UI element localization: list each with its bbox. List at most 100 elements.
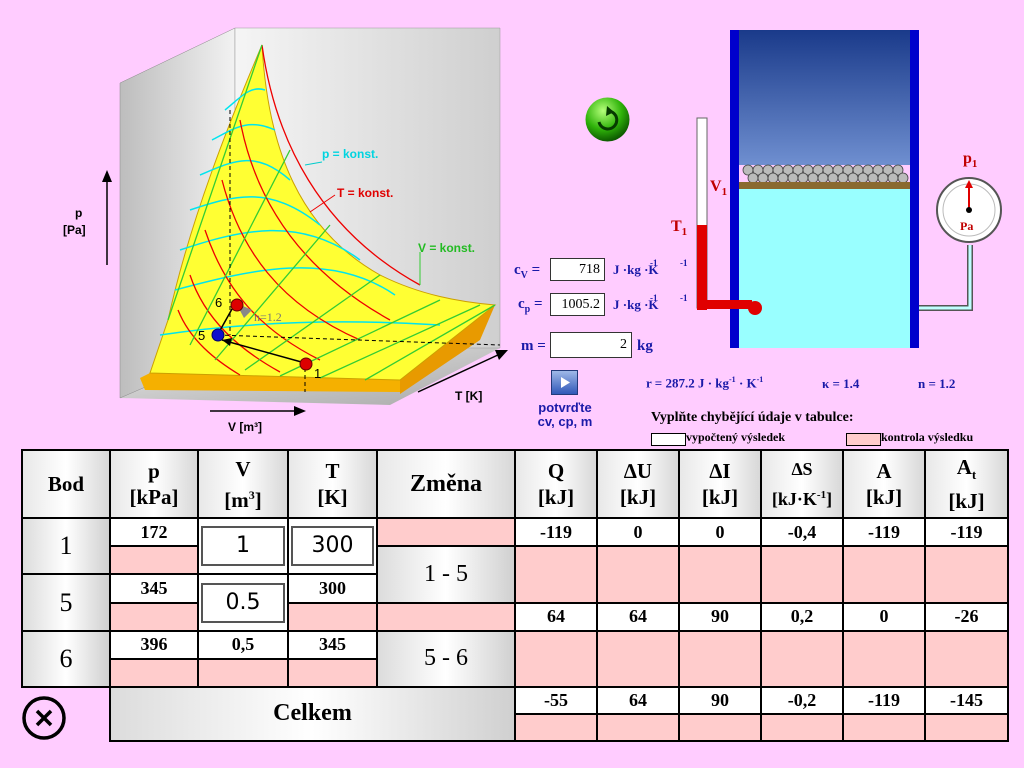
a-1-5-check[interactable] <box>842 545 926 604</box>
du-total-check[interactable] <box>596 712 680 743</box>
legend-check-swatch <box>846 433 881 446</box>
cp-unit: J ·kg ·K <box>613 297 659 312</box>
v5-input[interactable]: 0.5 <box>197 573 289 632</box>
p6-check[interactable] <box>109 657 199 688</box>
cv-unit-exp2: -1 <box>680 258 688 268</box>
cv-input[interactable]: 718 <box>550 258 605 281</box>
confirm-button[interactable] <box>551 370 578 395</box>
t6-value: 345 <box>287 629 378 660</box>
di-1-5: 0 <box>678 517 762 548</box>
change-5-6: 5 - 6 <box>376 629 516 688</box>
q-5-6: 64 <box>514 601 598 632</box>
du-1-5: 0 <box>596 517 680 548</box>
legend-computed-swatch <box>651 433 686 446</box>
process-1-5 <box>221 339 306 364</box>
gauge-unit: Pa <box>960 219 974 233</box>
p1-label: p1 <box>963 150 978 171</box>
refresh-button[interactable] <box>584 96 631 143</box>
header-v: V [m3] <box>197 448 289 520</box>
di-1-5-check[interactable] <box>678 545 762 604</box>
t5-value: 300 <box>287 573 378 604</box>
p1-check[interactable] <box>109 545 199 576</box>
ds-1-5: -0,4 <box>760 517 844 548</box>
refresh-icon <box>585 97 630 142</box>
du-5-6: 64 <box>596 601 680 632</box>
at-5-6-check[interactable] <box>924 629 1009 688</box>
change-5-6-top <box>376 601 516 632</box>
header-du: ∆U [kJ] <box>596 448 680 520</box>
m-input[interactable]: 2 <box>550 332 632 358</box>
surface-base <box>140 305 495 392</box>
a-1-5: -119 <box>842 517 926 548</box>
close-button[interactable] <box>20 694 68 742</box>
di-5-6-check[interactable] <box>678 629 762 688</box>
t-axis-arrow-icon <box>495 350 508 360</box>
legend-check-label: kontrola výsledku <box>881 430 974 444</box>
change-1-5: 1 - 5 <box>376 545 516 604</box>
kappa-constant: κ = 1.4 <box>822 376 860 391</box>
confirm-label: potvrďte cv, cp, m <box>537 400 593 429</box>
cp-unit-exp: -1 <box>650 293 658 303</box>
du-1-5-check[interactable] <box>596 545 680 604</box>
header-bod: Bod <box>21 448 111 520</box>
point-5-label: 5 <box>198 328 205 343</box>
legend-computed-label: vypočtený výsledek <box>686 430 785 444</box>
di-total-check[interactable] <box>678 712 762 743</box>
p1-value: 172 <box>109 517 199 548</box>
at-total: -145 <box>924 685 1009 715</box>
m-label: m = <box>521 338 546 354</box>
change-1-5-top <box>376 517 516 548</box>
point-6-label: 6 <box>215 295 222 310</box>
q-1-5-check[interactable] <box>514 545 598 604</box>
bod-1: 1 <box>21 517 111 576</box>
header-p: p [kPa] <box>109 448 199 520</box>
point-1-label: 1 <box>314 366 321 381</box>
piston-apparatus <box>696 30 1002 348</box>
m-unit: kg <box>637 338 653 354</box>
ds-total: -0,2 <box>760 685 844 715</box>
results-table: Bod p [kPa] V [m3] T [K] Změna Q [kJ] ∆U [kJ]… <box>21 448 1009 743</box>
header-a: A [kJ] <box>842 448 926 520</box>
header-q: Q [kJ] <box>514 448 598 520</box>
v1-label: V1 <box>710 178 728 199</box>
v-const-label: V = konst. <box>418 241 475 255</box>
play-icon <box>561 377 570 388</box>
bod-5: 5 <box>21 573 111 632</box>
cv-unit: J ·kg ·K <box>613 262 659 277</box>
ds-5-6-check[interactable] <box>760 629 844 688</box>
p-axis-label: p [Pa] <box>63 206 86 237</box>
ds-1-5-check[interactable] <box>760 545 844 604</box>
t-axis-label: T [K] <box>455 389 482 403</box>
cv-label: cV = <box>514 262 541 281</box>
v-axis-label: V [m³] <box>228 420 262 434</box>
p6-value: 396 <box>109 629 199 660</box>
projection-lines <box>217 110 501 392</box>
q-total: -55 <box>514 685 598 715</box>
t6-check[interactable] <box>287 657 378 688</box>
n-constant: n = 1.2 <box>918 376 956 391</box>
a-total: -119 <box>842 685 926 715</box>
piston <box>739 182 910 189</box>
q-5-6-check[interactable] <box>514 629 598 688</box>
at-1-5: -119 <box>924 517 1009 548</box>
v1-input[interactable]: 1 <box>197 517 289 576</box>
cp-input[interactable]: 1005.2 <box>550 293 605 316</box>
pvt-diagram: 1 5 6 n=1.2 p = konst. T = konst. V = ko… <box>63 27 508 434</box>
t5-check[interactable] <box>287 601 378 632</box>
a-total-check[interactable] <box>842 712 926 743</box>
cp-label: cp = <box>518 296 543 315</box>
at-total-check[interactable] <box>924 712 1009 743</box>
header-di: ∆I [kJ] <box>678 448 762 520</box>
point-6-marker <box>230 298 244 312</box>
du-5-6-check[interactable] <box>596 629 680 688</box>
q-total-check[interactable] <box>514 712 598 743</box>
a-5-6-check[interactable] <box>842 629 926 688</box>
ds-total-check[interactable] <box>760 712 844 743</box>
t1-input[interactable]: 300 <box>287 517 378 576</box>
p5-check[interactable] <box>109 601 199 632</box>
du-total: 64 <box>596 685 680 715</box>
gauge-needle-icon <box>965 180 973 188</box>
cv-unit-exp: -1 <box>650 258 658 268</box>
v6-check[interactable] <box>197 657 289 688</box>
at-1-5-check[interactable] <box>924 545 1009 604</box>
